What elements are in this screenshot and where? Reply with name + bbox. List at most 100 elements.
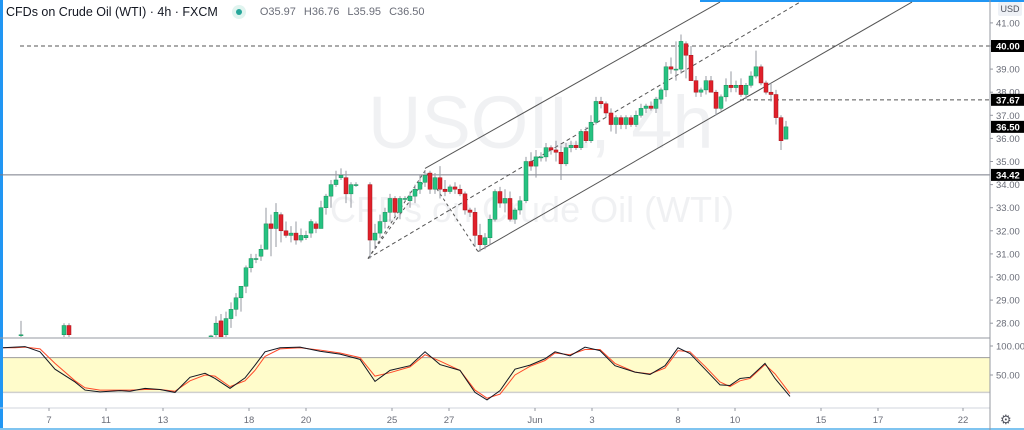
candle	[233, 297, 239, 310]
candle	[763, 82, 769, 93]
candle	[588, 121, 594, 141]
candle	[773, 94, 779, 118]
candle	[348, 184, 354, 195]
candle	[308, 221, 314, 234]
candle	[298, 235, 304, 241]
time-tick-label: 22	[958, 415, 969, 426]
candle	[353, 184, 359, 186]
candle	[578, 131, 584, 148]
candle	[748, 75, 754, 86]
candle	[538, 156, 544, 159]
candle	[728, 85, 734, 88]
candle	[367, 184, 373, 241]
candle	[668, 66, 674, 70]
price-tick-label: 29.00	[996, 296, 1020, 307]
candle	[303, 235, 309, 238]
candle	[688, 54, 694, 81]
candle	[382, 212, 388, 222]
candle	[653, 98, 659, 109]
candle	[377, 221, 383, 234]
candle	[432, 177, 438, 190]
candle	[66, 325, 72, 336]
candle	[648, 105, 654, 109]
time-axis[interactable]: 7 11 13 18 20 25 27 Jun 3 8 10 15 17 22	[46, 408, 968, 426]
candle	[663, 66, 669, 91]
watermark-symbol: USOIL, 4h	[368, 81, 714, 164]
candle	[407, 195, 413, 202]
candle	[412, 188, 418, 197]
candle	[673, 68, 679, 71]
time-tick-label: 11	[101, 415, 111, 426]
indicator-tick-label: 50.00	[996, 371, 1020, 382]
candle	[497, 191, 503, 204]
candle	[603, 103, 609, 114]
price-tick-label: 36.00	[996, 134, 1020, 145]
price-tag	[991, 120, 1024, 133]
time-tick-label: 27	[444, 415, 455, 426]
candle	[208, 335, 214, 337]
stochastic-indicator-pane[interactable]	[0, 337, 990, 409]
candle	[708, 80, 714, 93]
candle	[452, 186, 458, 190]
settings-gear-icon[interactable]: ⚙	[1000, 412, 1012, 427]
candle	[608, 112, 614, 125]
candle	[477, 235, 483, 245]
time-tick-label: 20	[301, 415, 312, 426]
candle	[293, 232, 299, 241]
price-tick-label: 34.00	[996, 180, 1020, 191]
candle	[623, 117, 629, 125]
candle	[753, 66, 759, 77]
candle	[633, 115, 639, 125]
watermark-description: CFDs on Crude Oil (WTI)	[330, 189, 734, 230]
candle	[338, 175, 344, 178]
channel-line-lower[interactable]	[477, 1, 913, 253]
stochastic-k-line	[2, 346, 791, 401]
price-tick-label: 39.00	[996, 65, 1020, 76]
price-tag-label: 40.00	[996, 42, 1020, 53]
candle	[402, 198, 408, 200]
candle	[238, 285, 244, 299]
price-tick-label: 31.00	[996, 249, 1020, 260]
candle	[442, 188, 448, 192]
symbol-title[interactable]: CFDs on Crude Oil (WTI) · 4h · FXCM	[6, 5, 218, 19]
price-tick-label: 32.00	[996, 226, 1020, 237]
channel-line-upper[interactable]	[424, 1, 721, 169]
window-border-bottom	[0, 428, 1024, 430]
candle	[713, 91, 719, 109]
candle	[492, 191, 498, 220]
candle	[447, 186, 453, 192]
time-tick-label: Jun	[527, 415, 542, 426]
candle	[243, 267, 249, 287]
time-tick-label: 8	[675, 415, 680, 426]
candle	[223, 318, 229, 335]
candle	[563, 147, 569, 165]
candle	[372, 232, 378, 241]
candle	[392, 198, 398, 213]
candle	[343, 177, 349, 195]
candle	[678, 41, 684, 70]
time-tick-label: 3	[589, 415, 594, 426]
candle	[288, 232, 294, 236]
currency-label[interactable]: USD	[998, 2, 1022, 16]
candle	[258, 249, 264, 257]
price-tag	[991, 40, 1024, 52]
price-tick-label: 33.00	[996, 203, 1020, 214]
candle	[253, 258, 259, 260]
candle	[583, 131, 589, 141]
candle	[422, 175, 428, 183]
close-value: C36.50	[389, 6, 425, 18]
price-tick-label: 35.00	[996, 157, 1020, 168]
candle	[283, 230, 289, 236]
price-tick-label: 41.00	[996, 18, 1020, 29]
candle	[273, 212, 279, 229]
time-tick-label: 15	[816, 415, 827, 426]
candle	[427, 172, 433, 190]
candle	[313, 223, 319, 229]
candle	[533, 156, 539, 167]
candle	[598, 101, 604, 105]
price-axis[interactable]: 41.00 40.00 39.00 38.00 37.00 36.00 35.00 34.00…	[989, 0, 1024, 430]
candle	[517, 200, 523, 211]
candle	[523, 161, 529, 202]
candlestick-series	[18, 34, 789, 337]
